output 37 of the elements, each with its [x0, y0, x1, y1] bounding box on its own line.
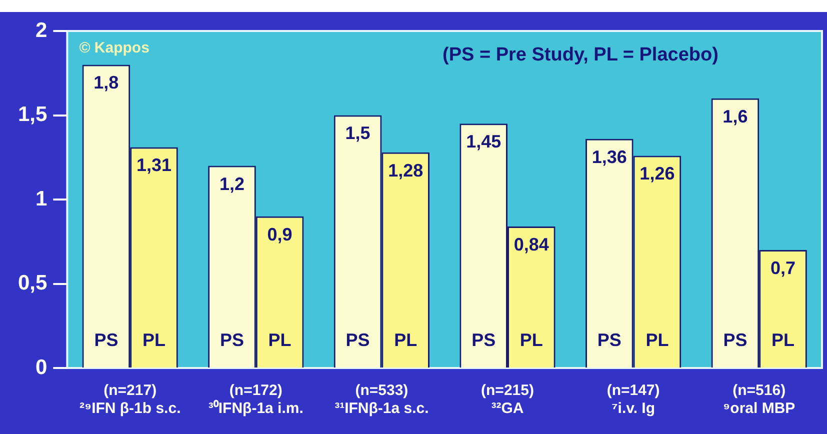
- text: PS: [723, 330, 748, 350]
- text: PL: [394, 330, 418, 350]
- text: PL: [771, 330, 795, 350]
- text: PL: [142, 330, 166, 350]
- x-tick-label: (n=516) ⁹oral MBP: [723, 382, 796, 418]
- text: PS: [597, 330, 622, 350]
- y-tick-label: 1: [36, 187, 48, 210]
- annotation: (PS = Pre Study, PL = Placebo): [442, 44, 718, 66]
- data-label: 0,7: [770, 258, 796, 278]
- y-tick-label: 0: [36, 356, 48, 379]
- y-tick-label: 2: [36, 18, 48, 42]
- series-label: PL: [268, 330, 292, 350]
- x-tick-label: (n=217) ²⁹IFN β-1b s.c.: [79, 382, 181, 418]
- data-label: 1,45: [466, 132, 502, 152]
- x-tick-label: (n=172) ³⁰IFNβ-1a i.m.: [208, 382, 304, 418]
- data-label: 1,5: [345, 123, 370, 144]
- data-label: 1,26: [640, 164, 675, 184]
- y-tick-label: 0,5: [18, 272, 48, 295]
- text: PS: [220, 330, 244, 350]
- data-label: 1,31: [136, 155, 172, 176]
- data-label: 1,6: [722, 106, 748, 126]
- x-tick-label: (n=533) ³¹IFNβ-1a s.c.: [334, 382, 429, 418]
- data-label: 1,28: [388, 160, 424, 180]
- text: PS: [346, 330, 370, 350]
- text: PL: [646, 330, 669, 350]
- data-label: 0,9: [267, 224, 292, 244]
- y-tick-label: 1,5: [18, 103, 48, 126]
- text: PL: [520, 330, 543, 350]
- text: PS: [94, 330, 118, 350]
- x-tick-label: (n=147) ⁷i.v. Ig: [606, 382, 660, 418]
- series-label: PS: [472, 330, 496, 350]
- data-label: 1,36: [592, 146, 627, 167]
- annotation: © Kappos: [79, 40, 150, 57]
- data-label: 0,84: [514, 234, 549, 254]
- data-label: 1,8: [94, 72, 119, 93]
- data-label: 1,2: [219, 174, 245, 194]
- x-tick-label: (n=215) ³²GA: [481, 382, 534, 418]
